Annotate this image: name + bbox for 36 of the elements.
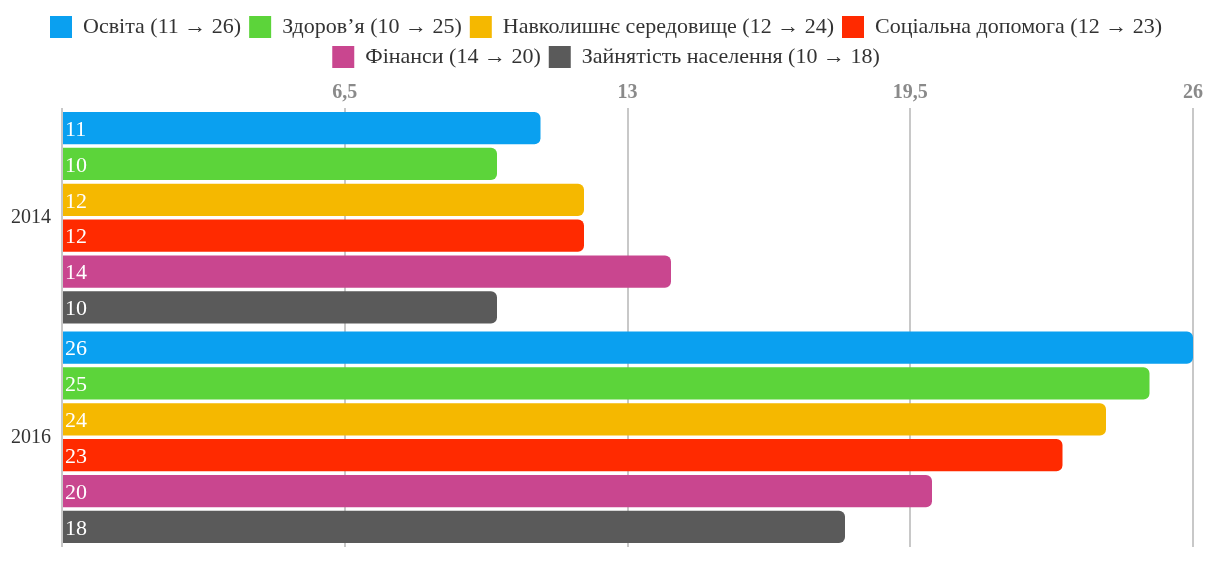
data-label: 10 — [65, 295, 87, 321]
bar — [63, 111, 541, 145]
y-tick-label: 2014 — [11, 205, 51, 227]
data-label: 12 — [65, 223, 87, 249]
x-tick-label: 6,5 — [332, 80, 358, 103]
legend-label: Фінанси (14 → 20) — [365, 42, 541, 68]
data-label: 10 — [65, 151, 87, 177]
y-tick-label: 2016 — [11, 424, 51, 447]
data-label: 11 — [65, 115, 87, 141]
x-tick-label: 19,5 — [892, 80, 928, 103]
data-label: 26 — [65, 335, 87, 361]
legend-label: Зайнятість населення (10 → 18) — [581, 42, 880, 68]
x-tick-label: 13 — [617, 80, 638, 103]
legend-label: Соціальна допомога (12 → 23) — [875, 12, 1162, 38]
x-tick-label: 26 — [1183, 80, 1203, 103]
bar — [63, 219, 584, 252]
bar — [63, 147, 497, 181]
bar — [63, 183, 584, 216]
bar — [63, 255, 671, 288]
data-label: 23 — [65, 442, 87, 468]
bar — [63, 510, 845, 544]
bar — [63, 474, 932, 508]
data-label: 20 — [65, 478, 87, 504]
bar — [63, 439, 1063, 472]
data-label: 18 — [65, 514, 87, 540]
data-label: 24 — [65, 407, 87, 433]
legend-label: Здоров’я (10 → 25) — [282, 12, 462, 38]
bar — [63, 367, 1150, 400]
bar — [63, 331, 1193, 364]
data-label: 14 — [65, 259, 87, 285]
data-label: 12 — [65, 187, 87, 213]
bar — [63, 291, 497, 324]
data-label: 25 — [65, 371, 87, 397]
bar — [63, 403, 1106, 436]
legend-label: Освіта (11 → 26) — [83, 12, 242, 38]
legend-label: Навколишнє середовище (12 → 24) — [502, 12, 835, 38]
